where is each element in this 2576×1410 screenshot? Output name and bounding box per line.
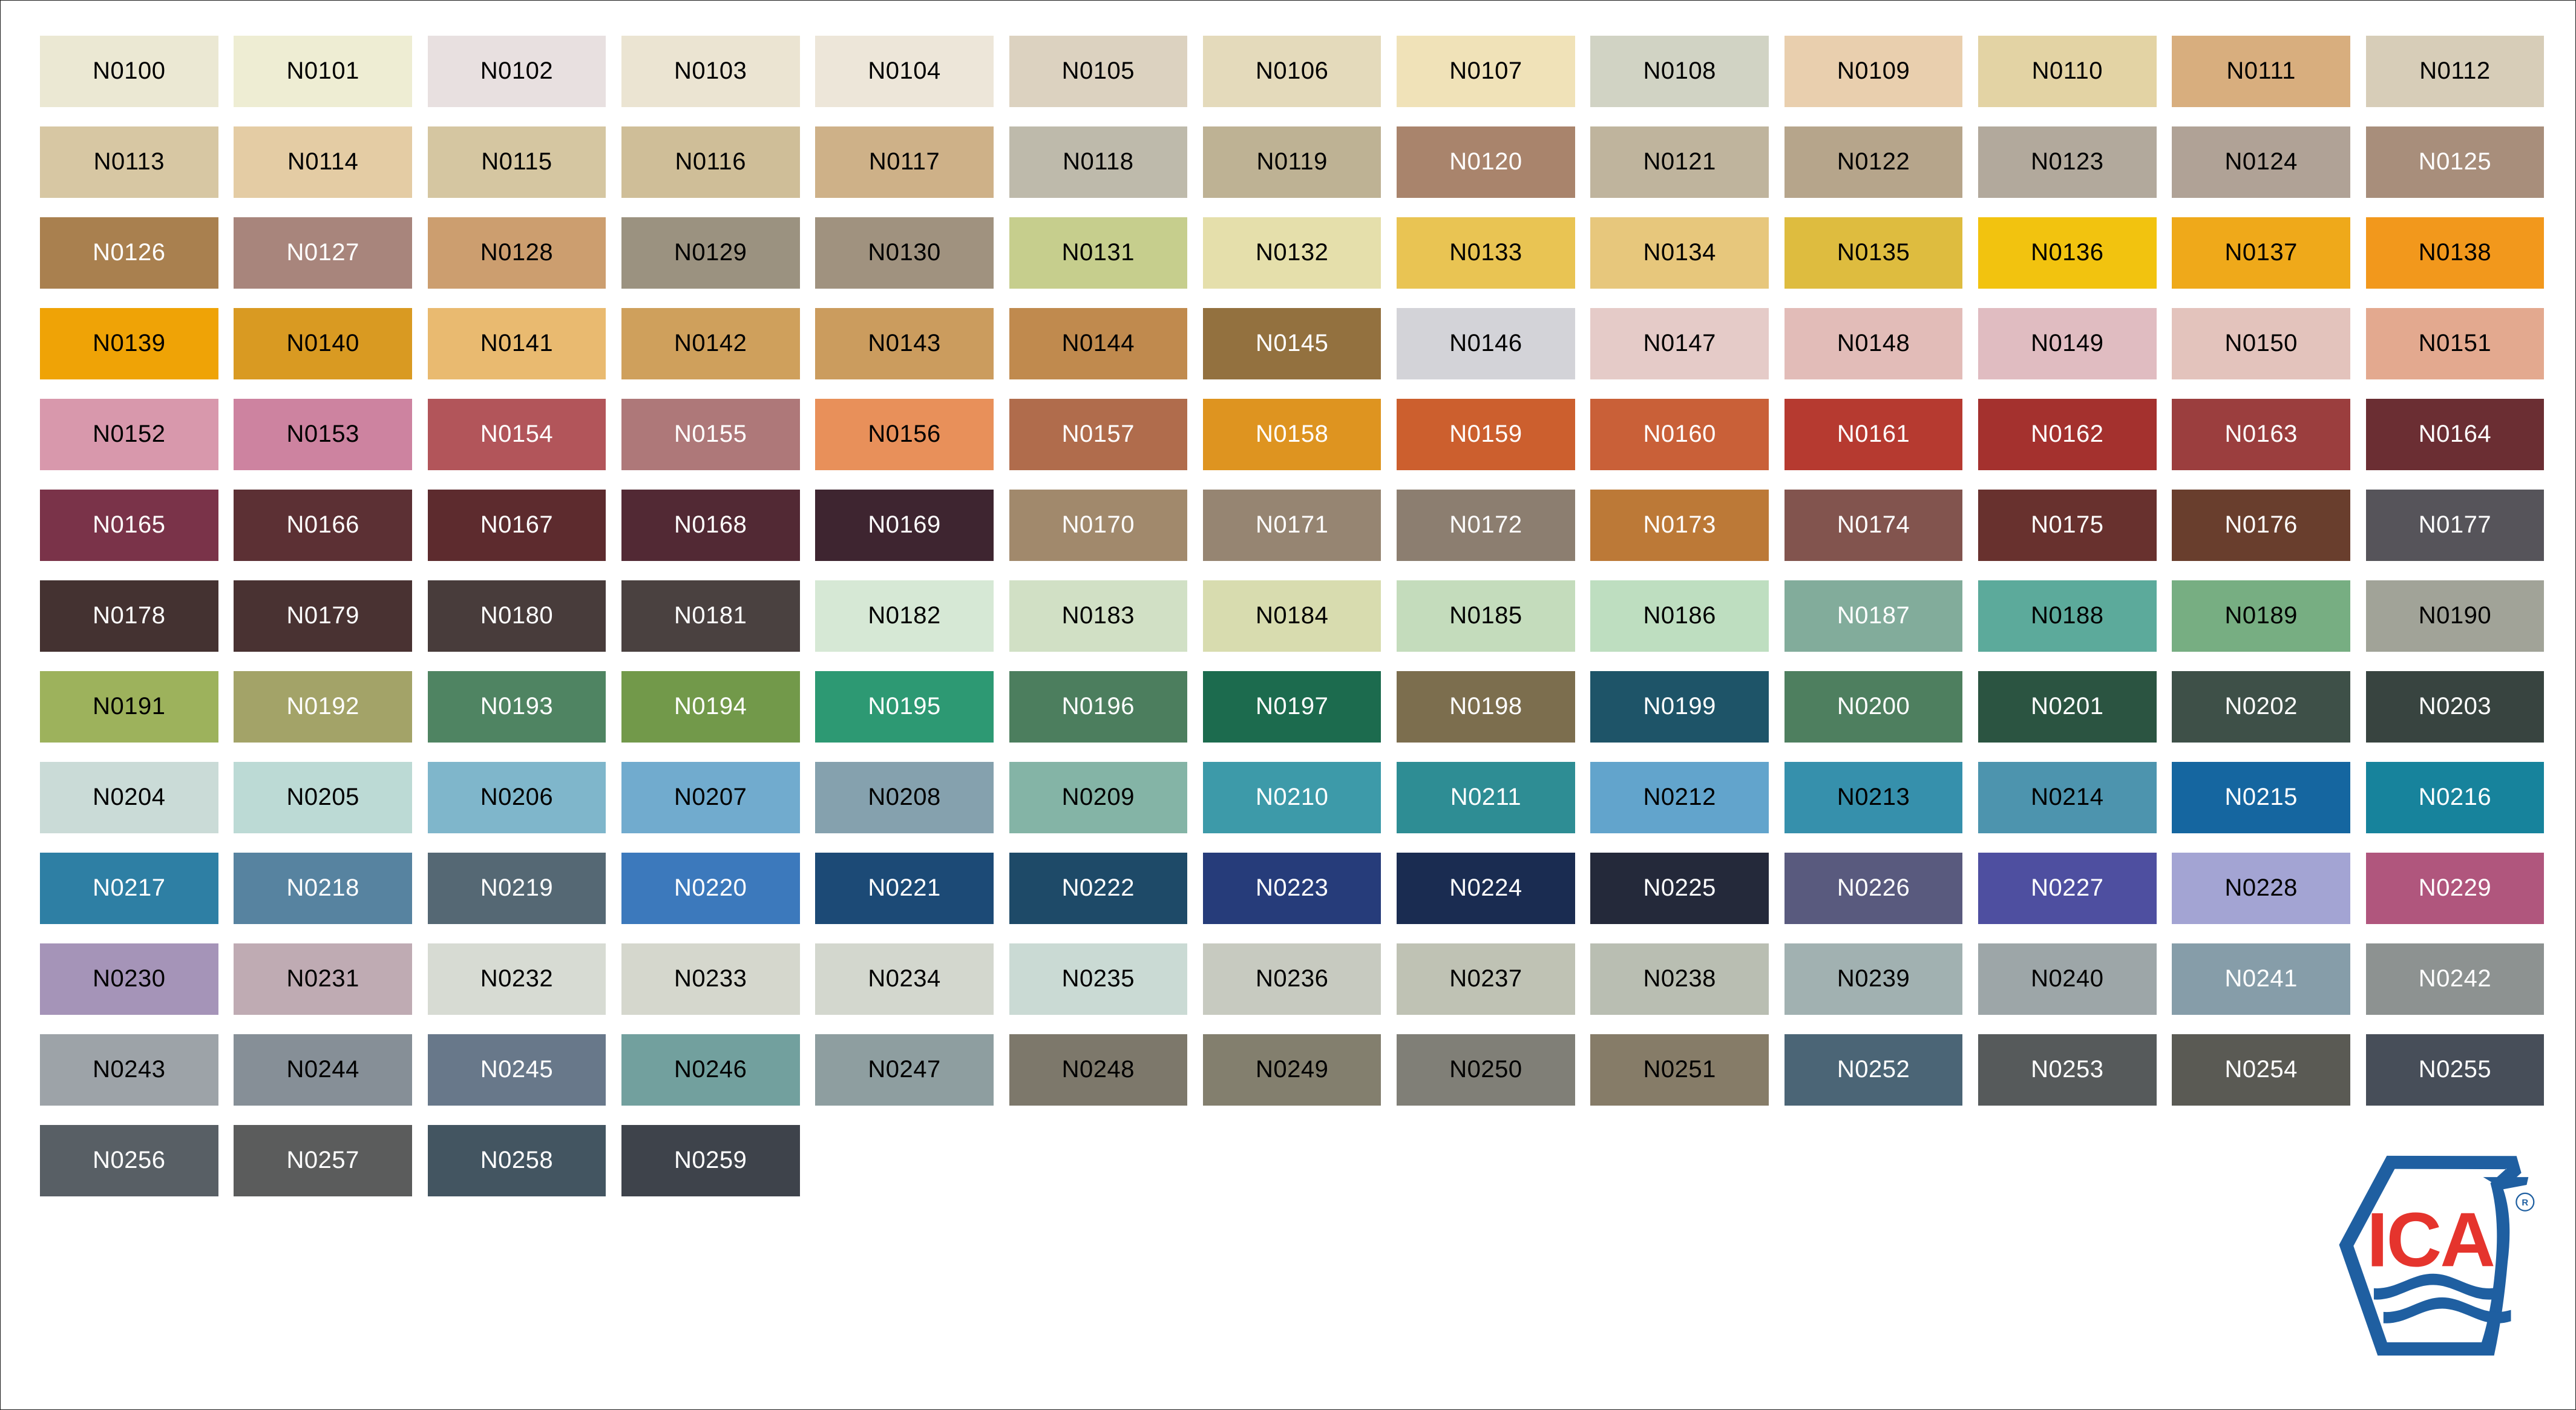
svg-text:R: R — [2522, 1198, 2528, 1208]
svg-text:ICA: ICA — [2367, 1197, 2494, 1283]
